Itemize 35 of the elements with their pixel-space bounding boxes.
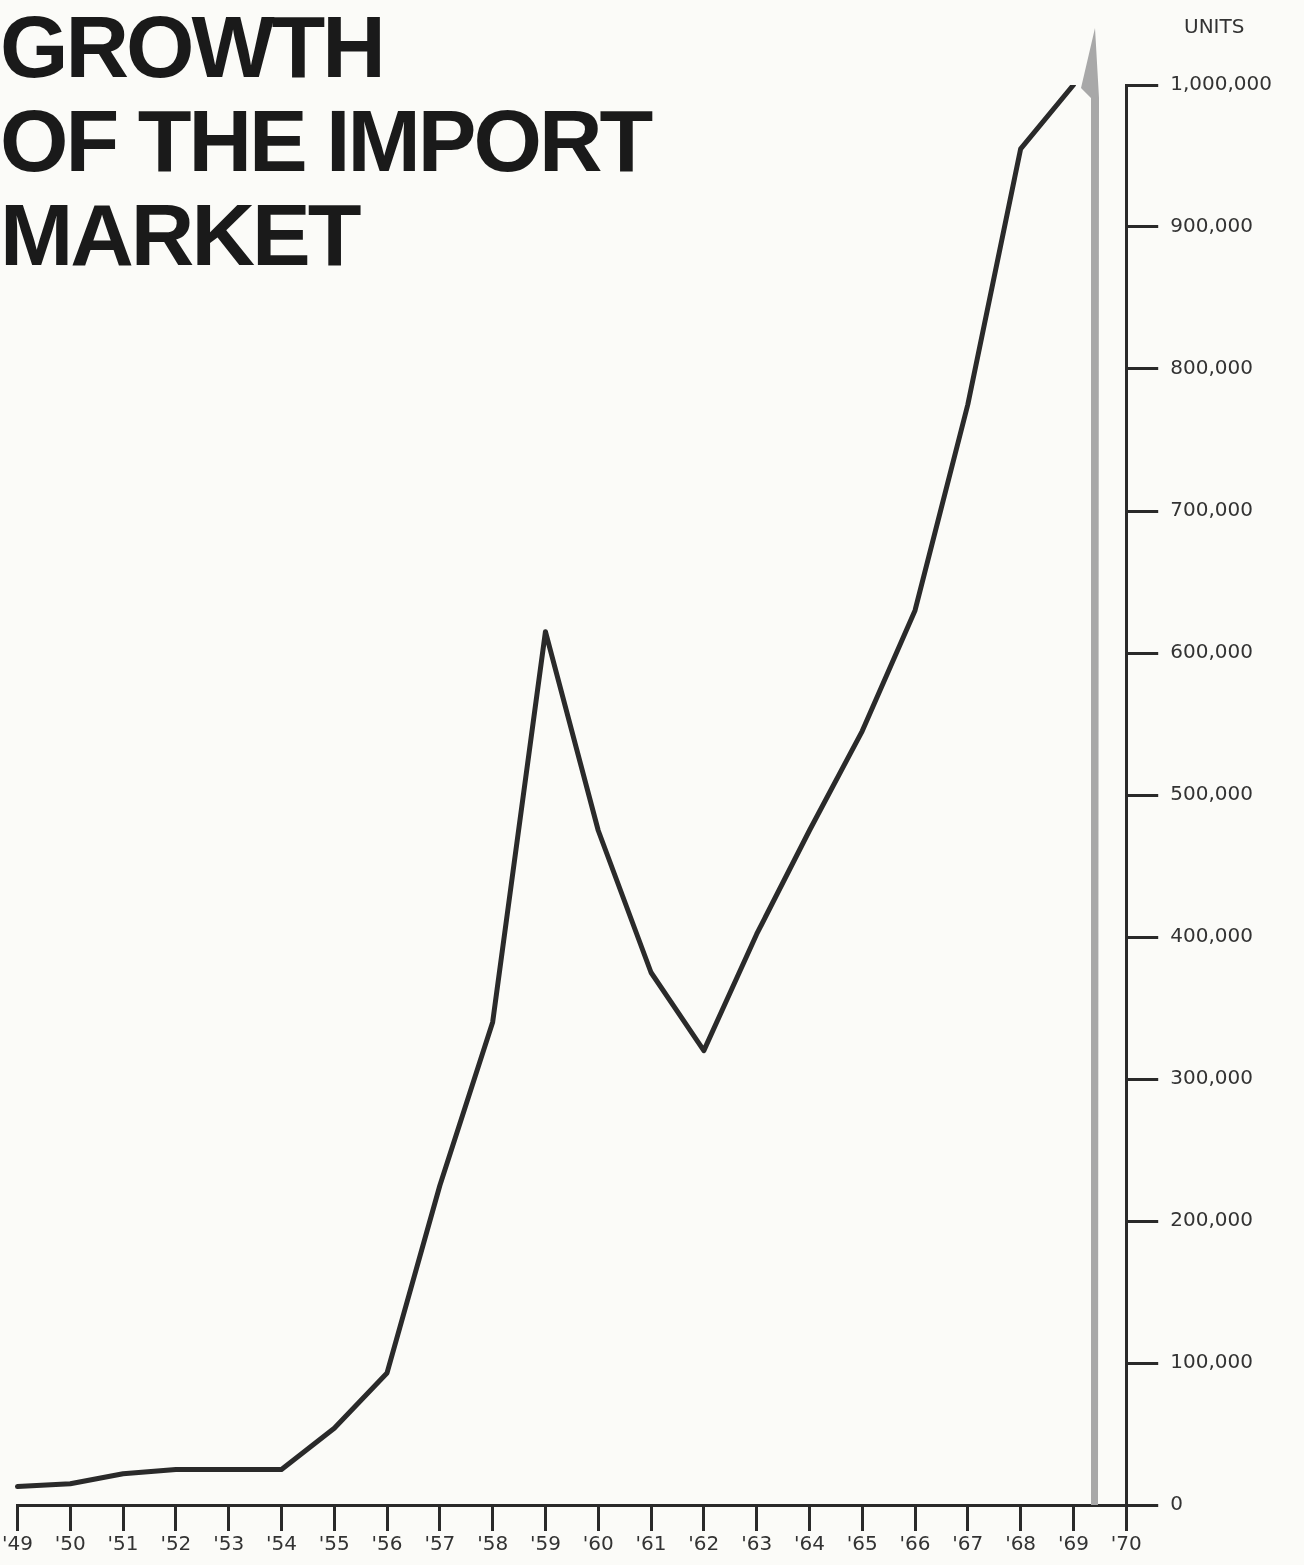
x-tick-label: '50 [54,1531,86,1556]
y-tick-label: 900,000 [1170,213,1253,238]
y-tick-label: 700,000 [1170,497,1253,522]
x-tick-label: '63 [741,1531,773,1556]
y-tick-label: 0 [1170,1491,1183,1516]
y-tick-label: 300,000 [1170,1065,1253,1090]
x-tick-label: '60 [582,1531,614,1556]
x-tick-label: '55 [318,1531,350,1556]
x-tick-label: '66 [899,1531,931,1556]
x-tick-label: '52 [160,1531,192,1556]
y-tick-label: 400,000 [1170,923,1253,948]
y-axis-title: UNITS [1184,14,1245,38]
y-tick-label: 800,000 [1170,355,1253,380]
y-tick-label: 100,000 [1170,1349,1253,1374]
x-tick-label: '62 [688,1531,720,1556]
y-tick-label: 600,000 [1170,639,1253,664]
x-tick-label: '70 [1110,1531,1142,1556]
x-tick-label: '59 [529,1531,561,1556]
x-tick-label: '69 [1057,1531,1089,1556]
y-tick-label: 500,000 [1170,781,1253,806]
x-tick-label: '64 [793,1531,825,1556]
x-tick-label: '61 [635,1531,667,1556]
x-tick-label: '53 [213,1531,245,1556]
x-tick-label: '57 [424,1531,456,1556]
x-tick-label: '68 [1005,1531,1037,1556]
x-tick-label: '67 [952,1531,984,1556]
y-tick-label: 200,000 [1170,1207,1253,1232]
chart-title: GROWTH OF THE IMPORT MARKET [0,0,651,284]
x-tick-label: '54 [265,1531,297,1556]
x-tick-label: '51 [107,1531,139,1556]
x-tick-label: '49 [2,1531,33,1556]
x-tick-label: '65 [846,1531,878,1556]
x-tick-label: '56 [371,1531,403,1556]
y-tick-label: 1,000,000 [1170,71,1273,96]
x-tick-label: '58 [477,1531,509,1556]
